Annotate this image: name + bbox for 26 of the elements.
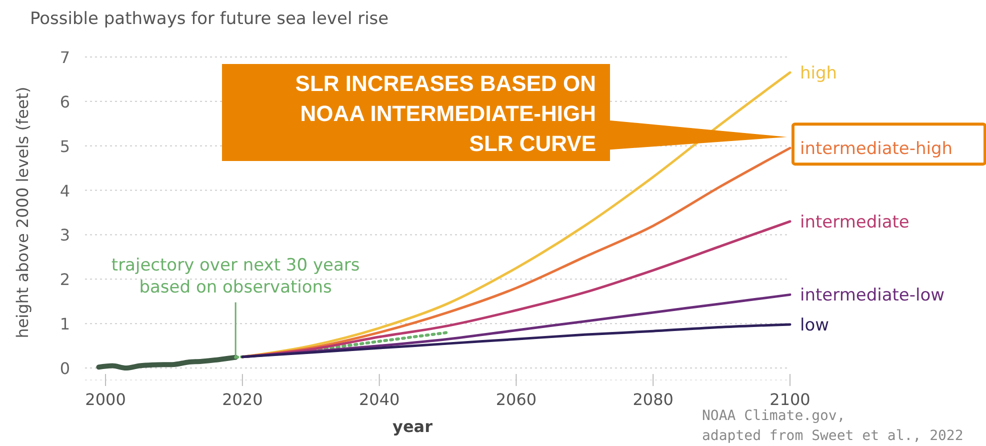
line-series bbox=[241, 323, 792, 358]
y-tick-label: 4 bbox=[60, 181, 70, 200]
series-label: low bbox=[800, 315, 830, 336]
x-tick-label: 2100 bbox=[770, 390, 810, 409]
series-label: intermediate-low bbox=[800, 286, 945, 306]
y-tick-label: 1 bbox=[60, 314, 70, 334]
y-tick-label: 5 bbox=[60, 136, 70, 156]
series-label: intermediate bbox=[800, 212, 910, 232]
text: NOAA Climate.gov, adapted from Sweet et al., 2022 bbox=[702, 408, 964, 444]
x-tick-label: 2060 bbox=[496, 390, 537, 409]
chart-title: Possible pathways for future sea level rise bbox=[30, 9, 389, 29]
annotation: trajectory over next 30 years based on observations bbox=[111, 255, 360, 298]
y-tick-label: 6 bbox=[60, 92, 70, 112]
y-tick-label: 7 bbox=[60, 48, 70, 67]
x-tick-label: 2080 bbox=[632, 390, 674, 409]
x-axis-title: year bbox=[392, 417, 433, 436]
series-label: high bbox=[800, 64, 838, 84]
y-axis-title: height above 2000 levels (feet) bbox=[13, 86, 32, 338]
series-label: intermediate-high bbox=[800, 139, 953, 160]
x-tick-label: 2020 bbox=[222, 390, 263, 409]
y-tick-label: 3 bbox=[60, 226, 70, 245]
x-tick-label: 2040 bbox=[358, 390, 400, 409]
x-tick-label: 2000 bbox=[85, 390, 126, 409]
y-tick-label: 0 bbox=[60, 359, 70, 378]
annotation: SLR INCREASES BASED ON NOAA INTERMEDIATE-HIGH SLR CURVE bbox=[295, 71, 596, 156]
y-tick-label: 2 bbox=[60, 270, 70, 290]
